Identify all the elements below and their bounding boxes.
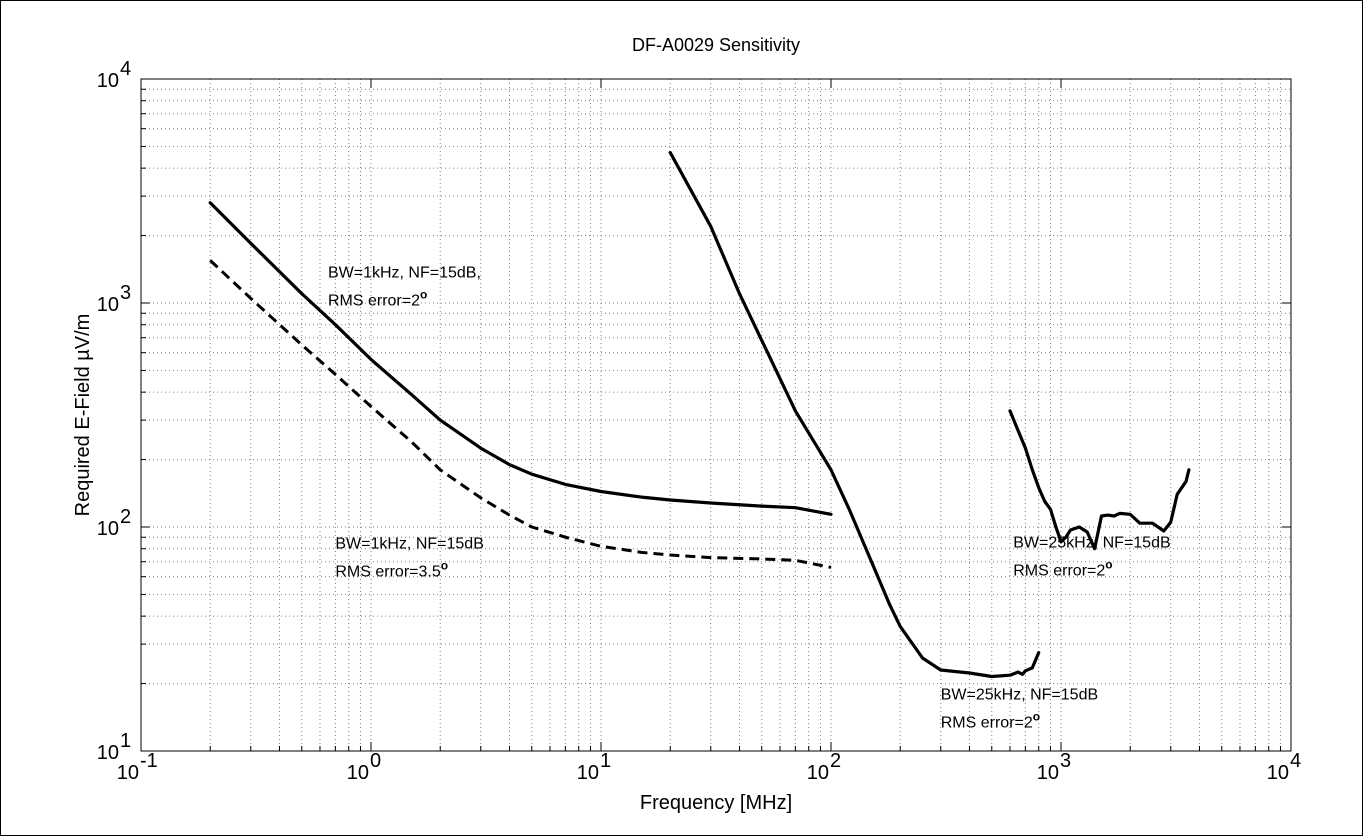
y-tick-label: 10 — [97, 518, 119, 540]
plot-area — [140, 78, 1292, 752]
degree-superscript: o — [441, 559, 448, 573]
x-tick-label: 10 — [807, 762, 829, 784]
x-tick-label: 10 — [1037, 762, 1059, 784]
annotation-a1-line1: BW=1kHz, NF=15dB, — [328, 264, 481, 281]
y-tick-label: 10 — [97, 70, 119, 92]
x-tick-exponent: 0 — [370, 750, 381, 772]
annotation-a3-line1: BW=25kHz, NF=15dB — [1013, 534, 1170, 551]
y-tick-exponent: 1 — [120, 730, 131, 752]
y-tick-label: 10 — [97, 294, 119, 316]
series-line-2 — [209, 259, 832, 569]
y-tick-label: 10 — [97, 742, 119, 764]
annotation-a4-line1: BW=25kHz, NF=15dB — [941, 686, 1098, 703]
x-tick-label: 10 — [117, 762, 139, 784]
annotation-a2-line2: RMS error=3.5o — [335, 559, 448, 581]
series-group — [208, 150, 1191, 679]
x-tick-exponent: 2 — [830, 750, 841, 772]
x-axis-label: Frequency [MHz] — [640, 792, 792, 814]
series-line-1 — [208, 201, 833, 516]
x-tick-label: 10 — [1267, 762, 1289, 784]
degree-superscript: o — [420, 287, 427, 301]
annotation-a4-line2: RMS error=2o — [941, 709, 1040, 731]
degree-superscript: o — [1105, 557, 1112, 571]
annotation-a3-line2: RMS error=2o — [1013, 557, 1112, 579]
annotations: BW=1kHz, NF=15dB, RMS error=2o BW=1kHz, NF… — [328, 264, 1171, 731]
series-line-4 — [1008, 409, 1191, 551]
x-tick-exponent: 1 — [600, 750, 611, 772]
chart-title: DF-A0029 Sensitivity — [632, 35, 800, 55]
annotation-a2-line1: BW=1kHz, NF=15dB — [335, 536, 484, 553]
series-line-3 — [668, 150, 1041, 679]
x-tick-label: 10 — [347, 762, 369, 784]
x-tick-exponent: 4 — [1290, 750, 1301, 772]
grid — [141, 79, 1291, 751]
x-tick-exponent: 3 — [1060, 750, 1071, 772]
y-axis-label: Required E-Field µV/m — [72, 314, 94, 517]
annotation-a1-line2: RMS error=2o — [328, 287, 427, 309]
x-tick-exponent: -1 — [140, 750, 158, 772]
degree-superscript: o — [1033, 709, 1040, 723]
y-tick-exponent: 3 — [120, 282, 131, 304]
x-tick-label: 10 — [577, 762, 599, 784]
y-tick-exponent: 2 — [120, 506, 131, 528]
y-tick-exponent: 4 — [120, 58, 131, 80]
